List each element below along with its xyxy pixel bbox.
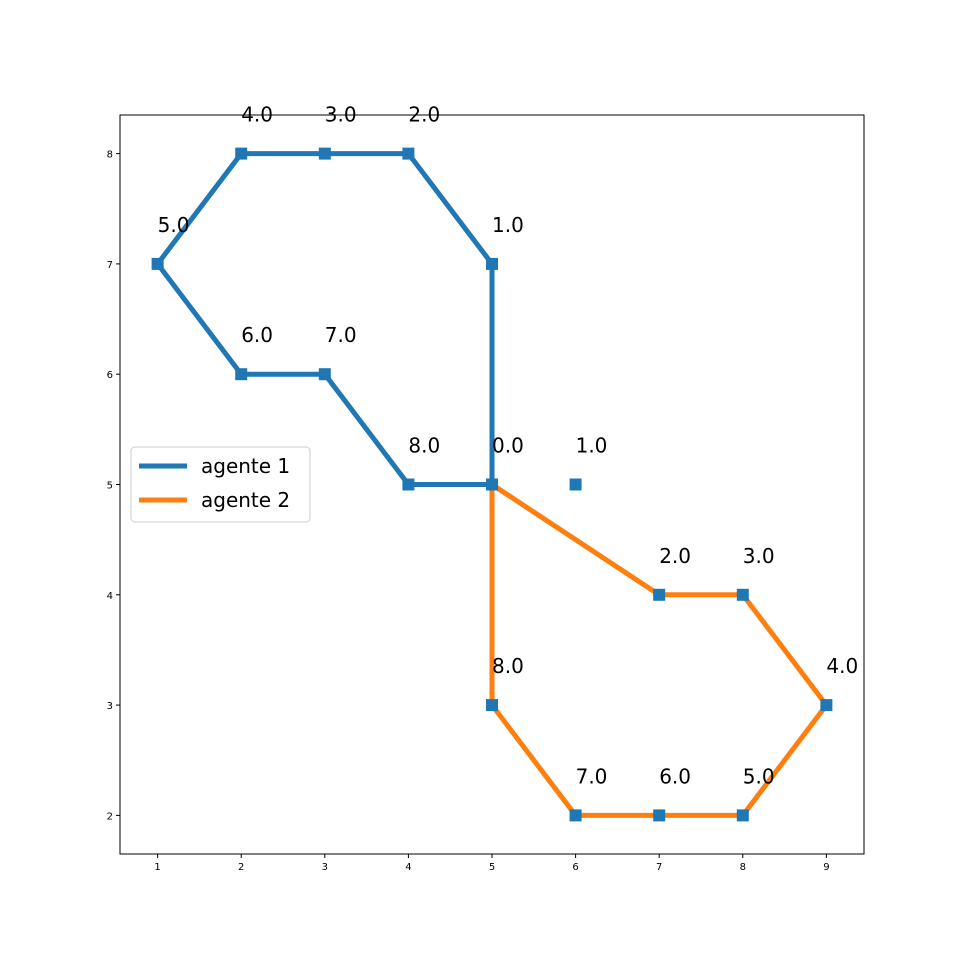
- point-marker: [318, 147, 331, 160]
- point-marker: [235, 368, 248, 381]
- x-tick-label: 8: [740, 862, 746, 873]
- point-label: 5.0: [743, 764, 775, 788]
- point-label: 1.0: [492, 213, 524, 237]
- point-label: 3.0: [743, 544, 775, 568]
- point-marker: [318, 368, 331, 381]
- point-marker: [151, 257, 164, 270]
- point-marker: [736, 588, 749, 601]
- point-label: 8.0: [492, 654, 524, 678]
- point-label: 6.0: [241, 323, 273, 347]
- point-label: 5.0: [158, 213, 190, 237]
- series-line-1: [154, 151, 495, 487]
- point-marker: [653, 809, 666, 822]
- y-tick-label: 4: [107, 591, 113, 602]
- point-marker: [486, 478, 498, 491]
- y-tick-label: 8: [107, 150, 113, 161]
- y-tick-label: 3: [107, 701, 113, 712]
- point-marker: [235, 147, 248, 160]
- x-tick-label: 3: [322, 862, 328, 873]
- point-marker: [402, 478, 415, 491]
- x-tick-label: 1: [154, 862, 160, 873]
- y-tick-label: 2: [107, 811, 113, 822]
- point-marker: [736, 809, 749, 822]
- y-tick-label: 7: [107, 260, 113, 271]
- axis-ticks: 1 2 3 4 5 6 7 8 9 2 3 4 5 6 7 8: [107, 150, 830, 873]
- point-marker: [486, 257, 498, 270]
- point-label: 2.0: [659, 544, 691, 568]
- x-tick-label: 6: [572, 862, 578, 873]
- x-tick-label: 7: [656, 862, 662, 873]
- legend-entry: agente 2: [201, 488, 290, 512]
- point-label: 4.0: [826, 654, 858, 678]
- point-marker: [402, 147, 415, 160]
- point-label: 0.0: [492, 434, 524, 458]
- x-tick-label: 4: [405, 862, 411, 873]
- point-marker: [820, 699, 833, 712]
- y-tick-label: 6: [107, 370, 113, 381]
- point-label: 7.0: [325, 323, 357, 347]
- point-marker: [569, 809, 582, 822]
- x-tick-label: 9: [823, 862, 829, 873]
- legend: agente 1 agente 2: [130, 446, 311, 523]
- x-tick-label: 2: [238, 862, 244, 873]
- point-markers: [151, 147, 833, 822]
- point-label: 1.0: [576, 434, 608, 458]
- point-marker: [653, 588, 666, 601]
- y-tick-label: 5: [107, 481, 113, 492]
- point-label: 8.0: [408, 434, 440, 458]
- point-label: 6.0: [659, 764, 691, 788]
- x-tick-label: 5: [489, 862, 495, 873]
- point-marker: [569, 478, 582, 491]
- point-label: 7.0: [576, 764, 608, 788]
- legend-entry: agente 1: [201, 454, 290, 478]
- point-marker: [486, 699, 498, 712]
